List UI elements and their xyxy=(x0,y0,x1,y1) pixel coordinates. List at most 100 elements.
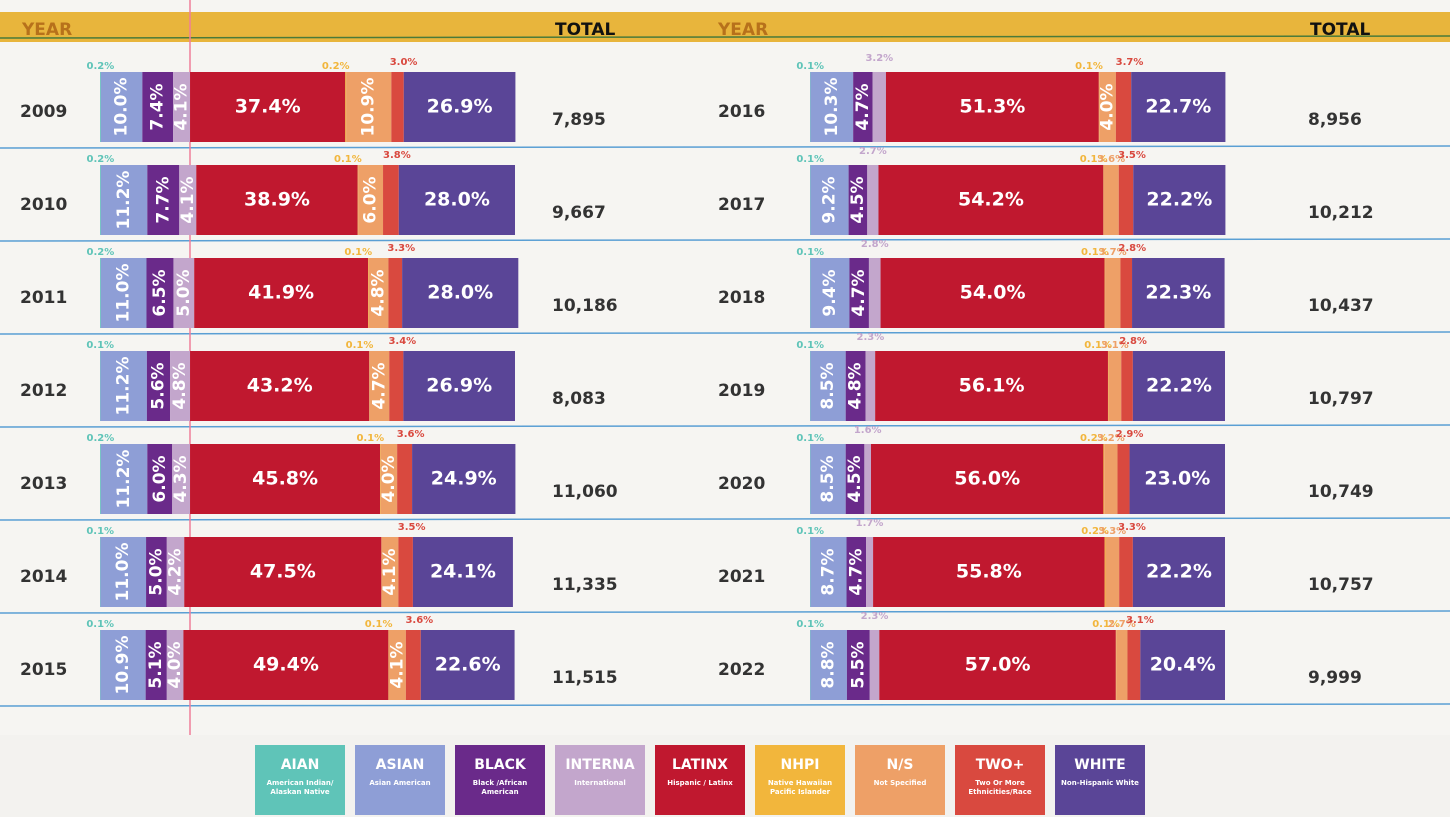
value-label: 4.3% xyxy=(171,455,191,502)
bar-segment xyxy=(388,258,403,328)
header-total: TOTAL xyxy=(1310,20,1370,40)
value-label: 54.2% xyxy=(958,189,1024,211)
value-label: 3.1% xyxy=(1126,615,1154,626)
bar-segment xyxy=(869,630,880,700)
legend-item: ASIAN Asian American xyxy=(355,745,445,815)
value-label: 26.9% xyxy=(426,375,492,397)
bar-segment xyxy=(872,72,886,142)
value-label: 4.5% xyxy=(845,455,865,502)
value-label: 3.6% xyxy=(397,429,425,440)
legend-description: Not Specified xyxy=(873,779,927,787)
value-label: 22.3% xyxy=(1145,282,1211,304)
value-label: 22.2% xyxy=(1146,189,1212,211)
bar-segment xyxy=(879,630,1116,700)
total-label: 9,667 xyxy=(552,203,606,223)
value-label: 0.1% xyxy=(796,433,824,444)
ruled-line xyxy=(0,703,1450,707)
value-label: 0.2% xyxy=(1081,526,1109,537)
bar-segment xyxy=(1117,444,1130,514)
bar-segment xyxy=(398,537,413,607)
value-label: 38.9% xyxy=(244,189,310,211)
value-label: 3.7% xyxy=(1116,57,1144,68)
bar-segment xyxy=(1129,444,1225,514)
value-label: 6.5% xyxy=(150,269,170,316)
value-label: 0.2% xyxy=(87,433,115,444)
value-label: 3.0% xyxy=(390,57,418,68)
value-label: 0.1% xyxy=(796,619,824,630)
bar-segment xyxy=(100,165,101,235)
value-label: 5.6% xyxy=(149,362,169,409)
value-label: 2.8% xyxy=(1119,336,1147,347)
bar-segment xyxy=(368,258,389,328)
value-label: 45.8% xyxy=(252,468,318,490)
value-label: 49.4% xyxy=(253,654,319,676)
value-label: 11.0% xyxy=(114,264,134,323)
value-label: 54.0% xyxy=(960,282,1026,304)
bar-segment xyxy=(885,72,1099,142)
value-label: 11.0% xyxy=(113,543,133,602)
bar-segment xyxy=(868,258,881,328)
total-label: 10,749 xyxy=(1308,482,1374,502)
year-label: 2011 xyxy=(20,288,67,308)
value-label: 57.0% xyxy=(965,654,1031,676)
bar-segment xyxy=(146,537,167,607)
bar-segment xyxy=(403,72,516,142)
legend-item: NHPI Native Hawaiian Pacific Islander xyxy=(755,745,845,815)
value-label: 4.1% xyxy=(380,548,400,595)
legend-name: WHITE xyxy=(1074,757,1126,773)
value-label: 4.1% xyxy=(172,83,192,130)
bar-segment xyxy=(190,351,370,421)
legend-description: Asian American xyxy=(369,779,431,787)
value-label: 0.1% xyxy=(365,619,393,630)
legend-name: NHPI xyxy=(780,757,820,773)
legend-name: AIAN xyxy=(280,757,320,773)
total-label: 10,212 xyxy=(1308,203,1374,223)
bar-segment xyxy=(358,165,384,235)
bar-segment xyxy=(1104,537,1106,607)
year-label: 2022 xyxy=(718,660,765,680)
bar-segment xyxy=(865,351,876,421)
value-label: 4.7% xyxy=(846,548,866,595)
value-label: 37.4% xyxy=(235,96,301,118)
value-label: 0.1% xyxy=(334,154,362,165)
value-label: 5.0% xyxy=(174,269,194,316)
bar-segment xyxy=(1132,351,1225,421)
bar-segment xyxy=(1099,72,1116,142)
value-label: 26.9% xyxy=(427,96,493,118)
value-label: 4.8% xyxy=(368,269,388,316)
value-label: 5.5% xyxy=(848,641,868,688)
bar-segment xyxy=(145,630,167,700)
value-label: 20.4% xyxy=(1150,654,1216,676)
value-label: 4.8% xyxy=(846,362,866,409)
value-label: 5.0% xyxy=(146,548,166,595)
value-label: 0.1% xyxy=(86,526,114,537)
value-label: 0.2% xyxy=(87,247,115,258)
bar-segment xyxy=(412,444,516,514)
total-label: 8,956 xyxy=(1308,110,1362,130)
year-label: 2019 xyxy=(718,381,765,401)
legend-description: Hispanic / Latinx xyxy=(667,779,733,787)
value-label: 47.5% xyxy=(250,561,316,583)
value-label: 0.1% xyxy=(344,247,372,258)
value-label: 0.1% xyxy=(86,340,114,351)
value-label: 24.1% xyxy=(430,561,496,583)
bar-segment xyxy=(170,351,191,421)
value-label: 43.2% xyxy=(247,375,313,397)
legend-description: International xyxy=(574,779,626,787)
ruled-line xyxy=(0,145,1450,149)
year-label: 2018 xyxy=(718,288,765,308)
value-label: 0.1% xyxy=(1075,61,1103,72)
total-label: 10,797 xyxy=(1308,389,1374,409)
header-year: YEAR xyxy=(717,20,768,40)
bar-segment xyxy=(100,630,146,700)
bar-segment xyxy=(853,72,873,142)
value-label: 4.7% xyxy=(849,269,869,316)
total-label: 9,999 xyxy=(1308,668,1362,688)
legend-description: American Indian/ Alaskan Native xyxy=(266,779,334,796)
value-label: 3.6% xyxy=(405,615,433,626)
value-label: 0.1% xyxy=(86,619,114,630)
bar-segment xyxy=(389,351,404,421)
bar-segment xyxy=(147,444,173,514)
year-label: 2013 xyxy=(20,474,67,494)
